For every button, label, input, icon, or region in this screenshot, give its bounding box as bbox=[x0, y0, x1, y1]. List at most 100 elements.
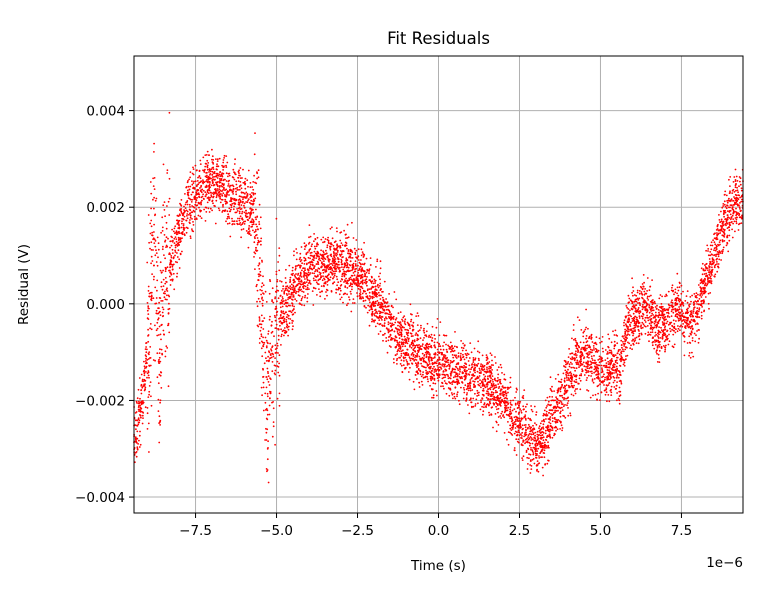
residual-point bbox=[524, 414, 527, 416]
residual-point bbox=[365, 306, 367, 309]
residual-point bbox=[529, 472, 532, 474]
residual-point bbox=[481, 368, 484, 371]
residual-point bbox=[585, 326, 587, 329]
residual-point bbox=[294, 298, 296, 301]
residual-point bbox=[690, 333, 692, 336]
residual-point bbox=[316, 294, 318, 296]
residual-point bbox=[695, 296, 698, 299]
residual-point bbox=[644, 332, 647, 335]
residual-point bbox=[452, 356, 455, 359]
residual-point bbox=[222, 209, 224, 212]
residual-point bbox=[347, 266, 350, 269]
residual-point bbox=[290, 311, 293, 314]
residual-point bbox=[726, 201, 729, 204]
residual-point bbox=[378, 319, 381, 321]
residual-point bbox=[409, 366, 411, 369]
residual-point bbox=[716, 251, 719, 253]
residual-point bbox=[625, 346, 627, 349]
residual-point bbox=[215, 165, 218, 168]
residual-point bbox=[514, 396, 516, 399]
residual-point bbox=[407, 354, 410, 357]
residual-point bbox=[156, 279, 159, 282]
residual-point bbox=[460, 346, 463, 349]
residual-point bbox=[275, 327, 278, 330]
residual-point bbox=[165, 236, 168, 239]
residual-point bbox=[373, 321, 375, 323]
residual-point bbox=[722, 224, 725, 227]
residual-point bbox=[482, 413, 484, 416]
residual-point bbox=[383, 317, 386, 320]
residual-point bbox=[722, 248, 724, 251]
residual-point bbox=[399, 363, 402, 365]
residual-point bbox=[162, 329, 165, 332]
residual-point bbox=[368, 270, 371, 272]
residual-point bbox=[477, 380, 479, 383]
residual-point bbox=[275, 270, 278, 273]
residual-point bbox=[527, 423, 530, 426]
residual-point bbox=[400, 331, 403, 334]
residual-point bbox=[490, 386, 492, 389]
residual-point bbox=[657, 353, 660, 356]
residual-point bbox=[254, 197, 257, 200]
residual-point bbox=[528, 457, 530, 460]
residual-point bbox=[445, 369, 448, 372]
residual-point bbox=[302, 275, 305, 277]
residual-point bbox=[532, 424, 534, 427]
residual-point bbox=[408, 323, 411, 326]
residual-point bbox=[279, 306, 282, 309]
residual-point bbox=[608, 337, 611, 340]
residual-point bbox=[511, 409, 514, 412]
residual-point bbox=[672, 319, 675, 322]
residual-point bbox=[650, 294, 652, 297]
residual-point bbox=[399, 327, 402, 329]
residual-point bbox=[660, 329, 663, 332]
residual-point bbox=[260, 285, 263, 288]
residual-point bbox=[158, 325, 161, 328]
residual-point bbox=[501, 385, 504, 387]
residual-point bbox=[708, 271, 711, 274]
residual-point bbox=[700, 314, 703, 317]
residual-point bbox=[292, 272, 294, 275]
residual-point bbox=[379, 260, 382, 263]
residual-point bbox=[272, 425, 275, 428]
residual-point bbox=[299, 256, 302, 259]
residual-point bbox=[268, 404, 271, 407]
residual-point bbox=[176, 252, 178, 254]
residual-point bbox=[339, 280, 342, 283]
residual-point bbox=[148, 295, 151, 298]
residual-point bbox=[672, 311, 675, 314]
residual-point bbox=[250, 220, 253, 223]
residual-point bbox=[571, 385, 574, 388]
residual-point bbox=[210, 194, 213, 197]
residual-point bbox=[713, 249, 715, 252]
residual-point bbox=[510, 429, 513, 431]
residual-point bbox=[593, 347, 595, 349]
residual-point bbox=[481, 385, 484, 387]
residual-point bbox=[674, 331, 677, 334]
residual-point bbox=[196, 197, 199, 199]
residual-point bbox=[523, 433, 526, 435]
residual-point bbox=[396, 331, 399, 333]
residual-point bbox=[198, 206, 200, 209]
residual-point bbox=[306, 297, 309, 299]
residual-point bbox=[455, 366, 458, 368]
residual-point bbox=[632, 332, 635, 335]
residual-point bbox=[689, 303, 691, 305]
residual-point bbox=[346, 287, 349, 289]
residual-point bbox=[567, 414, 570, 417]
residual-point bbox=[197, 189, 200, 191]
residual-point bbox=[658, 346, 661, 348]
residual-point bbox=[618, 380, 621, 382]
residual-point bbox=[340, 261, 343, 264]
residual-point bbox=[608, 351, 611, 354]
residual-point bbox=[725, 244, 728, 247]
residual-point bbox=[453, 345, 456, 348]
residual-point bbox=[487, 394, 490, 397]
residual-point bbox=[605, 366, 608, 369]
residual-point bbox=[313, 233, 315, 235]
residual-point bbox=[285, 316, 288, 318]
residual-point bbox=[647, 319, 650, 322]
residual-point bbox=[243, 220, 245, 223]
residual-point bbox=[416, 354, 419, 356]
residual-point bbox=[255, 208, 257, 211]
